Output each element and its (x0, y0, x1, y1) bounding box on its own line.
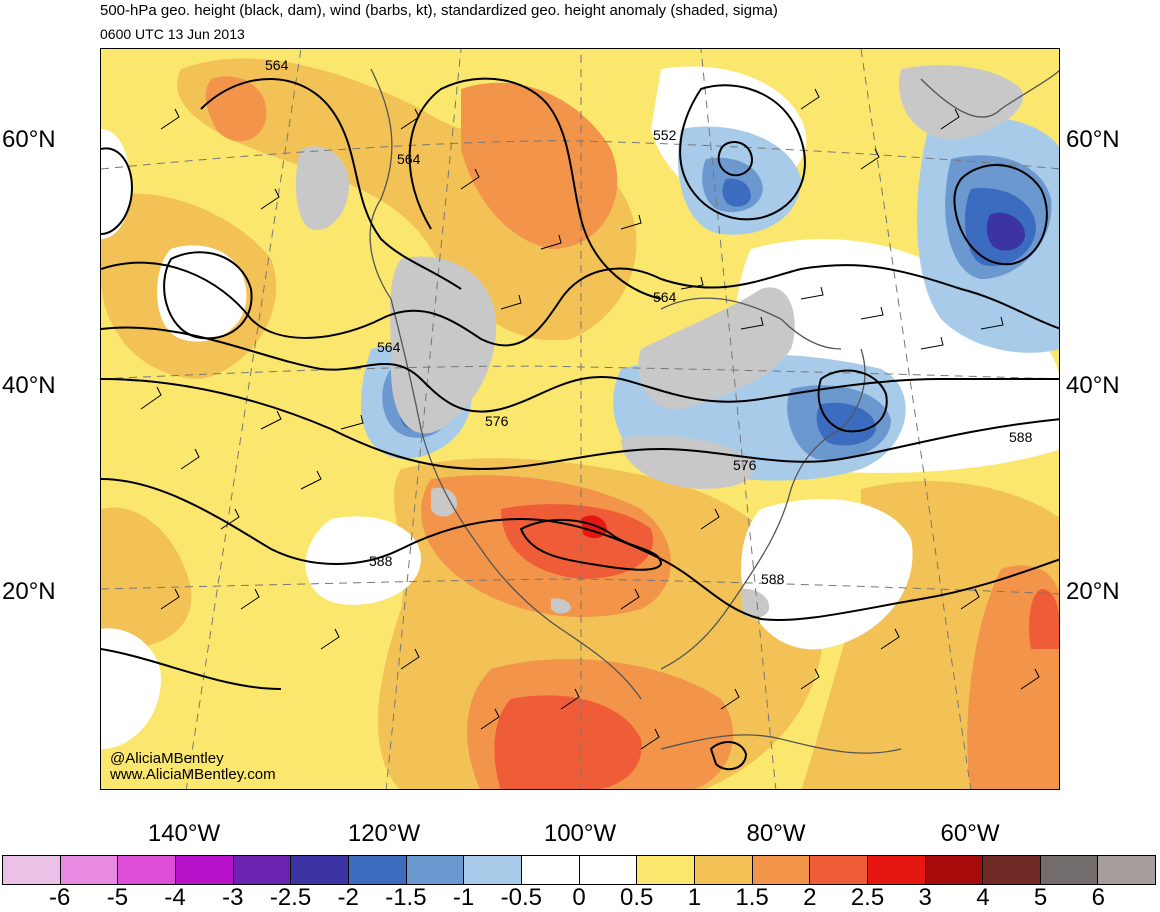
colorbar-swatch (464, 856, 522, 884)
colorbar-swatch (579, 856, 638, 884)
colorbar-swatch (925, 856, 984, 884)
contour-label: 564 (265, 57, 289, 73)
colorbar-tick-label: -2 (337, 884, 359, 911)
colorbar-swatch (1040, 856, 1099, 884)
colorbar-swatch (694, 856, 753, 884)
lon-label-120w: 120°W (347, 820, 421, 847)
colorbar-swatch (867, 856, 926, 884)
colorbar-tick-label: 3 (918, 884, 932, 911)
colorbar-swatch (60, 856, 119, 884)
lon-label-140w: 140°W (147, 820, 221, 847)
contour-label: 552 (653, 127, 677, 143)
colorbar-tick-label: 5 (1033, 884, 1048, 911)
colorbar-tick-label: 2.5 (850, 884, 885, 911)
height-contours (101, 77, 1059, 771)
colorbar-swatch (291, 856, 349, 884)
colorbar-swatch (810, 856, 868, 884)
lon-label-60w: 60°W (940, 820, 1000, 847)
lat-label-60n-right: 60°N (1066, 126, 1120, 153)
map-title: 500-hPa geo. height (black, dam), wind (… (100, 2, 778, 19)
colorbar-tick-label: 2 (803, 884, 817, 911)
colorbar-tick-label: 6 (1091, 884, 1105, 911)
colorbar-swatch (1098, 856, 1156, 884)
map-svg (101, 49, 1059, 789)
anomaly-deep-cold-area (986, 212, 1026, 251)
colorbar-swatch (3, 856, 61, 884)
lat-label-60n-left: 60°N (2, 126, 56, 153)
colorbar (2, 855, 1156, 885)
colorbar-swatch (348, 856, 407, 884)
map-panel[interactable]: 564 564 564 564 552 576 576 588 588 588 (100, 48, 1060, 790)
valid-time: 0600 UTC 13 Jun 2013 (100, 26, 245, 42)
colorbar-tick-label: -2.5 (269, 884, 312, 911)
lon-label-80w: 80°W (746, 820, 806, 847)
contour-label: 576 (733, 457, 757, 473)
contour-label: 564 (397, 151, 421, 167)
colorbar-swatch (521, 856, 580, 884)
contour-label: 588 (761, 571, 785, 587)
colorbar-tick-label: -3 (222, 884, 244, 911)
contour-label: 588 (369, 553, 393, 569)
contour-label: 576 (485, 413, 509, 429)
colorbar-tick-label: -4 (164, 884, 186, 911)
colorbar-swatch (406, 856, 465, 884)
lat-label-40n-right: 40°N (1066, 372, 1120, 399)
colorbar-tick-label: -0.5 (500, 884, 542, 911)
colorbar-tick-label: 1.5 (735, 884, 769, 911)
colorbar-swatch (118, 856, 176, 884)
colorbar-swatch (175, 856, 234, 884)
colorbar-swatch (233, 856, 292, 884)
contour-label: 588 (1009, 429, 1033, 445)
colorbar-tick-label: 0.5 (620, 884, 654, 911)
colorbar-tick-label: 4 (976, 884, 990, 911)
lat-label-20n-right: 20°N (1066, 578, 1120, 605)
credit-handle: @AliciaMBentley (110, 750, 224, 767)
colorbar-tick-label: -6 (49, 884, 71, 911)
wind-barbs (140, 88, 1040, 750)
contour-label: 564 (377, 339, 401, 355)
colorbar-swatch (752, 856, 811, 884)
colorbar-swatch (983, 856, 1041, 884)
colorbar-swatch (637, 856, 695, 884)
lat-label-40n-left: 40°N (2, 372, 56, 399)
colorbar-tick-label: 1 (687, 884, 702, 911)
lat-label-20n-left: 20°N (2, 578, 56, 605)
colorbar-tick-label: 0 (572, 884, 586, 911)
coastlines (369, 68, 1059, 754)
lon-label-100w: 100°W (543, 820, 617, 847)
colorbar-tick-label: -1 (452, 884, 475, 911)
graticule (101, 49, 1059, 789)
colorbar-tick-label: -5 (106, 884, 129, 911)
contour-label: 564 (653, 289, 677, 305)
credit-website: www.AliciaMBentley.com (110, 766, 276, 783)
colorbar-tick-label: -1.5 (385, 884, 427, 911)
